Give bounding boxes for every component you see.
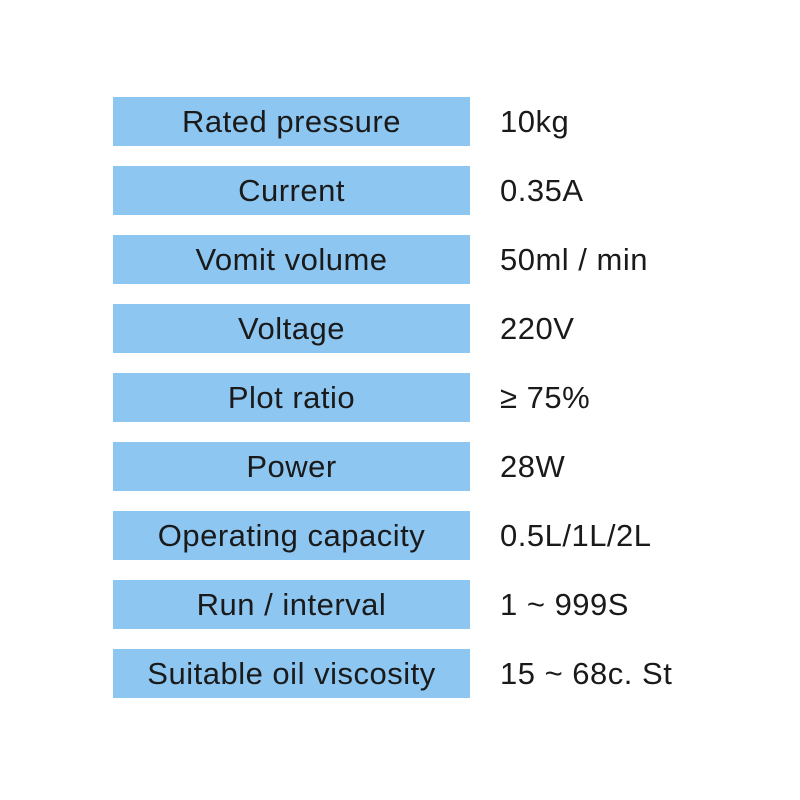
spec-label: Voltage <box>113 304 470 353</box>
spec-row: Plot ratio ≥ 75% <box>113 373 793 422</box>
spec-value: ≥ 75% <box>500 379 591 415</box>
spec-row: Operating capacity 0.5L/1L/2L <box>113 511 793 560</box>
spec-value: 15 ~ 68c. St <box>500 655 673 691</box>
spec-value: 0.5L/1L/2L <box>500 517 652 553</box>
spec-label: Vomit volume <box>113 235 470 284</box>
spec-value: 220V <box>500 310 575 346</box>
spec-label: Plot ratio <box>113 373 470 422</box>
spec-label: Operating capacity <box>113 511 470 560</box>
spec-label: Suitable oil viscosity <box>113 649 470 698</box>
spec-value: 10kg <box>500 103 570 139</box>
spec-row: Run / interval 1 ~ 999S <box>113 580 793 629</box>
spec-table: Rated pressure 10kg Current 0.35A Vomit … <box>113 97 793 718</box>
spec-row: Rated pressure 10kg <box>113 97 793 146</box>
spec-label: Rated pressure <box>113 97 470 146</box>
spec-value: 1 ~ 999S <box>500 586 629 622</box>
spec-row: Power 28W <box>113 442 793 491</box>
spec-row: Suitable oil viscosity 15 ~ 68c. St <box>113 649 793 698</box>
spec-value: 50ml / min <box>500 241 648 277</box>
spec-value: 28W <box>500 448 566 484</box>
spec-label: Current <box>113 166 470 215</box>
spec-row: Voltage 220V <box>113 304 793 353</box>
spec-row: Vomit volume 50ml / min <box>113 235 793 284</box>
spec-label: Power <box>113 442 470 491</box>
spec-value: 0.35A <box>500 172 584 208</box>
spec-row: Current 0.35A <box>113 166 793 215</box>
spec-label: Run / interval <box>113 580 470 629</box>
